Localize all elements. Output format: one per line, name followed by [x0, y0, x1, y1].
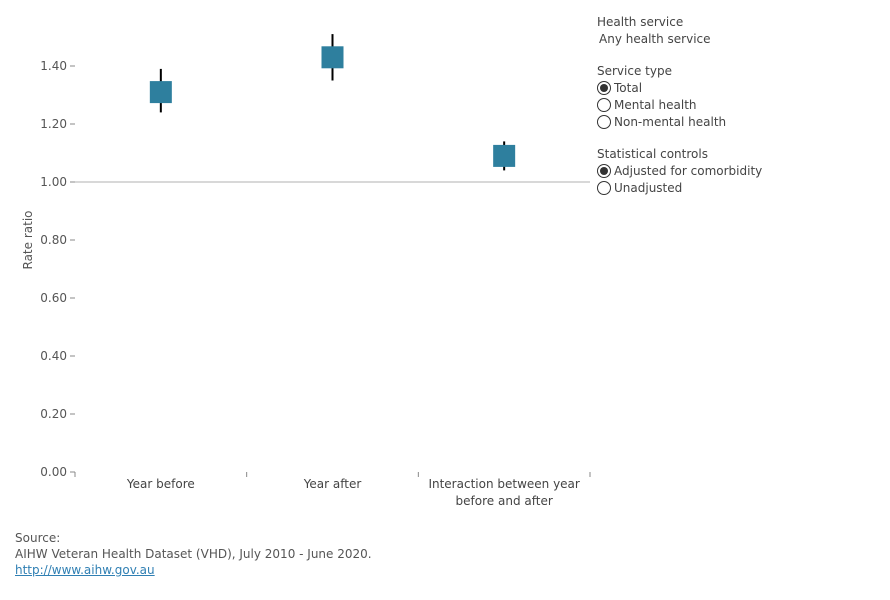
radio-button[interactable]: [597, 114, 611, 129]
health-service-title: Health service: [597, 15, 684, 29]
controls-option-adjusted[interactable]: Adjusted for comorbidity: [597, 162, 877, 179]
option-label: Total: [614, 80, 643, 95]
source-heading: Source:: [15, 531, 61, 545]
radio-button[interactable]: [597, 180, 611, 195]
y-tick-label: 1.40: [40, 59, 67, 73]
statistical-controls-title: Statistical controls: [597, 147, 708, 161]
y-tick-label: 0.00: [40, 465, 67, 479]
option-label: Mental health: [614, 97, 697, 112]
radio-button[interactable]: [597, 163, 611, 178]
x-category-label: Year after: [303, 477, 362, 491]
service-type-filter: Service type Total Mental health Non-men…: [597, 63, 877, 130]
source-text: AIHW Veteran Health Dataset (VHD), July …: [15, 547, 372, 561]
y-tick-label: 0.20: [40, 407, 67, 421]
option-label: Adjusted for comorbidity: [614, 163, 763, 178]
point-marker: [321, 46, 344, 69]
radio-button[interactable]: [597, 97, 611, 112]
point-marker: [149, 81, 172, 104]
y-tick-label: 0.40: [40, 349, 67, 363]
y-tick-label: 0.80: [40, 233, 67, 247]
y-axis-title: Rate ratio: [21, 211, 35, 270]
x-category-label: Year before: [126, 477, 195, 491]
filter-panel: Health service Any health service Servic…: [597, 14, 877, 212]
radio-button[interactable]: [597, 80, 611, 95]
health-service-value[interactable]: Any health service: [599, 32, 711, 46]
option-label: Non-mental health: [614, 114, 727, 129]
y-axis: 0.00 0.20 0.40 0.60 0.80 1.00 1.20 1.40: [40, 59, 75, 479]
health-service-filter: Health service Any health service: [597, 14, 877, 47]
x-category-label-line: Year before: [126, 477, 195, 491]
y-tick-label: 1.20: [40, 117, 67, 131]
point-marker: [493, 144, 516, 167]
service-type-option-mental-health[interactable]: Mental health: [597, 96, 877, 113]
x-category-label-line: before and after: [456, 494, 553, 508]
service-type-option-total[interactable]: Total: [597, 79, 877, 96]
x-category-label-line: Year after: [303, 477, 362, 491]
y-tick-label: 0.60: [40, 291, 67, 305]
service-type-option-non-mental-health[interactable]: Non-mental health: [597, 113, 877, 130]
y-tick-label: 1.00: [40, 175, 67, 189]
x-category-label-line: Interaction between year: [428, 477, 579, 491]
x-axis: Year before Year after Interaction between…: [74, 181, 591, 508]
statistical-controls-filter: Statistical controls Adjusted for comorb…: [597, 146, 877, 196]
x-category-label: Interaction between year before and after: [428, 477, 579, 508]
data-marks: [149, 34, 516, 171]
source-note: Source: AIHW Veteran Health Dataset (VHD…: [15, 530, 372, 578]
option-label: Unadjusted: [614, 180, 683, 195]
source-link[interactable]: http://www.aihw.gov.au: [15, 563, 155, 577]
controls-option-unadjusted[interactable]: Unadjusted: [597, 179, 877, 196]
service-type-title: Service type: [597, 64, 672, 78]
